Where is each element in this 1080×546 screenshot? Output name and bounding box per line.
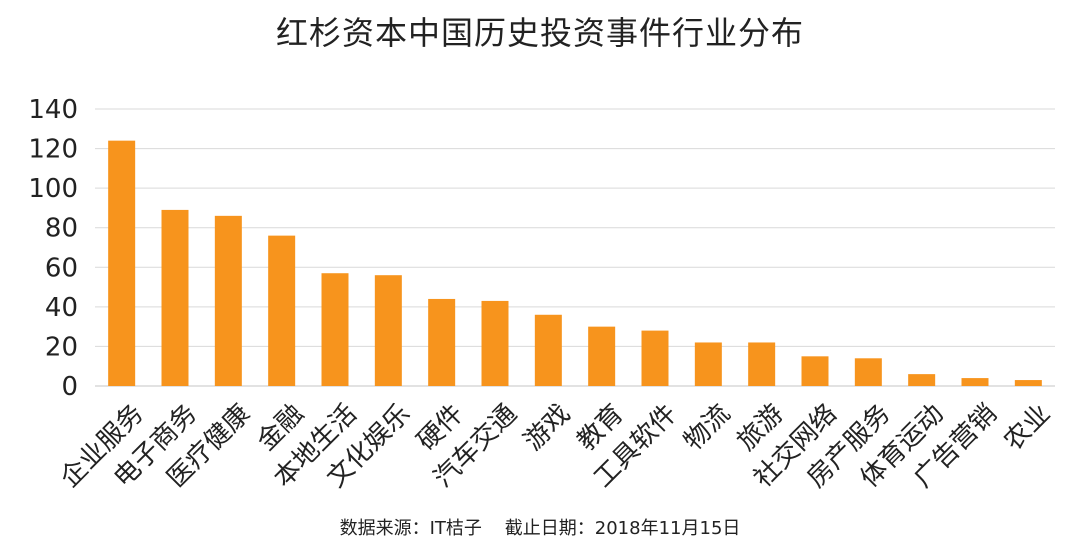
bar xyxy=(588,326,616,386)
y-tick-label: 60 xyxy=(45,253,78,283)
bar xyxy=(748,342,776,386)
bar xyxy=(374,275,402,386)
y-tick-label: 20 xyxy=(45,332,78,362)
y-tick-label: 140 xyxy=(28,95,78,125)
bar xyxy=(694,342,722,386)
y-axis-ticks: 0 20 40 60 80 100 120 140 xyxy=(28,95,78,402)
bar xyxy=(428,298,456,386)
bars xyxy=(108,140,1042,386)
bar xyxy=(214,215,242,386)
bar xyxy=(161,209,189,386)
y-tick-label: 40 xyxy=(45,293,78,323)
y-tick-label: 120 xyxy=(28,135,78,165)
bar xyxy=(321,273,349,386)
chart-title: 红杉资本中国历史投资事件行业分布 xyxy=(275,14,804,52)
y-tick-label: 80 xyxy=(45,214,78,244)
x-tick-label: 游戏 xyxy=(518,399,576,457)
bar xyxy=(908,374,936,386)
y-tick-label: 0 xyxy=(61,372,78,402)
source-note: 数据来源：IT桔子 截止日期：2018年11月15日 xyxy=(339,518,741,539)
x-tick-label: 物流 xyxy=(678,399,736,457)
bar xyxy=(641,330,669,386)
y-tick-label: 100 xyxy=(28,174,78,204)
bar xyxy=(854,358,882,386)
bar xyxy=(268,235,296,386)
bar xyxy=(481,300,509,386)
bar xyxy=(961,378,989,386)
gridlines xyxy=(95,108,1055,387)
bar xyxy=(1014,380,1042,386)
bar xyxy=(801,356,829,386)
x-tick-label: 农业 xyxy=(998,399,1056,457)
x-axis-ticks: 企业服务电子商务医疗健康金融本地生活文化娱乐硬件汽车交通游戏教育工具软件物流旅游… xyxy=(55,399,1056,494)
bar xyxy=(534,314,562,386)
bar xyxy=(108,140,136,386)
